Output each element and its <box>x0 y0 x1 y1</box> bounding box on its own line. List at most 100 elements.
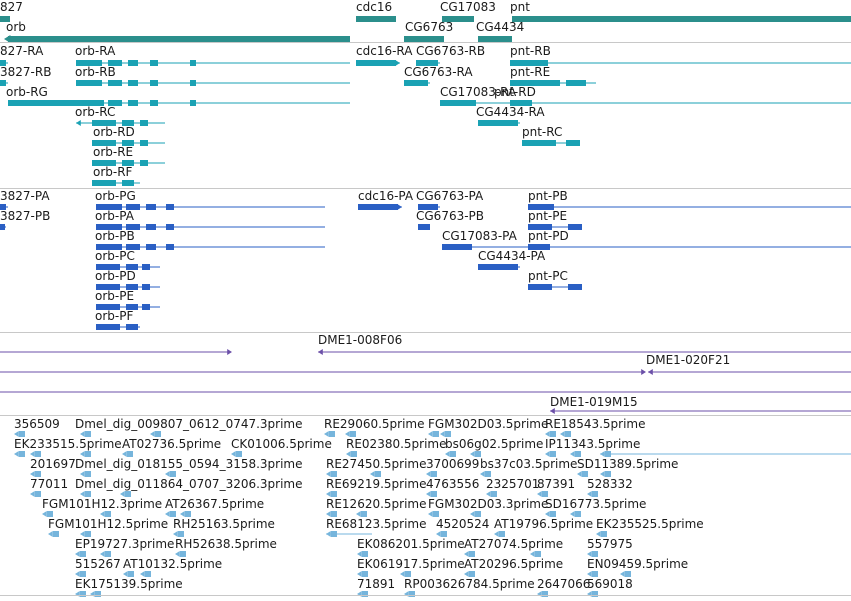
transcript-827-ra-exon-0[interactable] <box>0 60 6 66</box>
transcript-orb-rg-strand-arrow[interactable] <box>8 100 13 106</box>
est-read-64[interactable] <box>357 571 362 577</box>
est-read-31-block[interactable] <box>125 491 131 497</box>
est-read-6[interactable] <box>440 431 445 437</box>
transcript-cdc16-ra-strand-arrow[interactable] <box>395 60 400 66</box>
est-read-7-block[interactable] <box>550 431 556 437</box>
est-track-label[interactable]: AT10132.5prime <box>123 557 223 571</box>
transcript-orb-rc-exon-2[interactable] <box>140 120 148 126</box>
protein-track-label[interactable]: orb-PA <box>95 209 134 223</box>
est-read-72[interactable] <box>404 591 409 597</box>
est-read-53-block[interactable] <box>601 531 607 537</box>
est-read-52[interactable] <box>494 531 499 537</box>
est-read-18-block[interactable] <box>575 451 581 457</box>
est-read-9[interactable] <box>14 451 19 457</box>
protein-orb-pg-exon-0[interactable] <box>96 204 122 210</box>
est-read-8[interactable] <box>560 431 565 437</box>
protein-track-label[interactable]: cdc16-PA <box>358 189 414 203</box>
gene-cg4434-bar[interactable] <box>478 36 512 42</box>
protein-cg17083-pa-exon-0[interactable] <box>442 244 472 250</box>
est-read-72-block[interactable] <box>409 591 415 597</box>
est-track-label[interactable]: FGM302D03.3prime <box>428 497 549 511</box>
protein-orb-pa-exon-0[interactable] <box>96 224 122 230</box>
est-track-label[interactable]: 2647066 <box>537 577 591 591</box>
est-track-label[interactable]: 515267 <box>75 557 121 571</box>
est-read-6-block[interactable] <box>445 431 451 437</box>
est-read-57-block[interactable] <box>362 551 368 557</box>
est-read-0-block[interactable] <box>19 431 25 437</box>
est-read-24-block[interactable] <box>375 471 381 477</box>
est-read-51[interactable] <box>436 531 441 537</box>
est-read-16-block[interactable] <box>475 451 481 457</box>
est-read-40[interactable] <box>180 511 185 517</box>
protein-orb-pd-exon-2[interactable] <box>142 284 150 290</box>
transcript-cg17083-ra-exon-0[interactable] <box>440 100 476 106</box>
est-track-label[interactable]: AT19796.5prime <box>494 517 594 531</box>
est-track-label[interactable]: Dmel_dig_009807_0612_0747.3prime <box>75 417 303 431</box>
est-read-35[interactable] <box>537 491 542 497</box>
est-track-label[interactable]: RE12620.5prime <box>326 497 427 511</box>
est-read-54[interactable] <box>75 551 80 557</box>
est-track-label[interactable]: EK086201.5prime <box>357 537 465 551</box>
est-read-11-block[interactable] <box>85 451 91 457</box>
est-read-66[interactable] <box>464 571 469 577</box>
transcript-pnt-rc-exon-0[interactable] <box>522 140 556 146</box>
transcript-orb-rf-strand-arrow[interactable] <box>92 180 97 186</box>
est-read-2-block[interactable] <box>155 431 161 437</box>
est-read-71[interactable] <box>357 591 362 597</box>
clone-left-arrow[interactable] <box>227 349 232 355</box>
est-read-12[interactable] <box>122 451 127 457</box>
est-read-44-block[interactable] <box>475 511 481 517</box>
protein-orb-pg-strand-arrow[interactable] <box>96 204 101 210</box>
protein-track-label[interactable]: 3827-PB <box>0 209 51 223</box>
est-track-label[interactable]: RP003626784.5prime <box>404 577 535 591</box>
est-read-66-block[interactable] <box>469 571 475 577</box>
gene-track-label[interactable]: CG6763 <box>405 20 454 34</box>
protein-orb-pb-strand-arrow[interactable] <box>96 244 101 250</box>
protein-track-label[interactable]: pnt-PD <box>528 229 569 243</box>
est-track-label[interactable]: 71891 <box>357 577 396 591</box>
protein-orb-pa-exon-2[interactable] <box>146 224 156 230</box>
protein-orb-pa-strand-arrow[interactable] <box>96 224 101 230</box>
est-read-63[interactable] <box>140 571 145 577</box>
protein-orb-pg-exon-1[interactable] <box>126 204 140 210</box>
protein-orb-pe-strand-arrow[interactable] <box>96 304 101 310</box>
est-read-38[interactable] <box>100 511 105 517</box>
gene-track-label[interactable]: CG17083 <box>440 0 496 14</box>
est-track-label[interactable]: EK233515.5prime <box>14 437 122 451</box>
est-read-58[interactable] <box>464 551 469 557</box>
est-track-label[interactable]: 87391 <box>537 477 576 491</box>
est-read-73[interactable] <box>537 591 542 597</box>
est-read-17[interactable] <box>545 451 550 457</box>
transcript-orb-rg-exon-3[interactable] <box>150 100 158 106</box>
est-track-label[interactable]: AT26367.5prime <box>165 497 265 511</box>
est-track-label[interactable]: RE02380.5prime <box>346 437 447 451</box>
est-track-label[interactable]: RE69219.5prime <box>326 477 427 491</box>
transcript-cg6763-ra-exon-0[interactable] <box>404 80 428 86</box>
est-read-27[interactable] <box>577 471 582 477</box>
est-read-10-block[interactable] <box>35 451 41 457</box>
est-read-67[interactable] <box>587 571 592 577</box>
protein-cdc16-pa-strand-arrow[interactable] <box>397 204 402 210</box>
transcript-track-label[interactable]: cdc16-RA <box>356 44 413 58</box>
clone-dme1-019m15-arrow[interactable] <box>550 408 555 414</box>
protein-cg6763-pa-exon-0[interactable] <box>418 204 438 210</box>
est-read-37-block[interactable] <box>47 511 53 517</box>
est-read-58-block[interactable] <box>469 551 475 557</box>
est-track-label[interactable]: IP11343.5prime <box>545 437 641 451</box>
est-read-5-block[interactable] <box>433 431 439 437</box>
est-track-label[interactable]: 4763556 <box>426 477 480 491</box>
est-track-label[interactable]: AT20296.5prime <box>464 557 564 571</box>
est-read-49[interactable] <box>173 531 178 537</box>
est-read-17-block[interactable] <box>550 451 556 457</box>
est-read-69[interactable] <box>75 591 80 597</box>
est-read-26-block[interactable] <box>485 471 491 477</box>
transcript-track-label[interactable]: orb-RC <box>75 105 116 119</box>
gene-cg6763-bar[interactable] <box>404 36 444 42</box>
est-read-23-block[interactable] <box>331 471 337 477</box>
est-read-2[interactable] <box>150 431 155 437</box>
transcript-track-label[interactable]: pnt-RB <box>510 44 551 58</box>
est-read-39[interactable] <box>165 511 170 517</box>
est-read-65[interactable] <box>400 571 405 577</box>
protein-orb-pe-exon-2[interactable] <box>142 304 150 310</box>
est-read-57[interactable] <box>357 551 362 557</box>
